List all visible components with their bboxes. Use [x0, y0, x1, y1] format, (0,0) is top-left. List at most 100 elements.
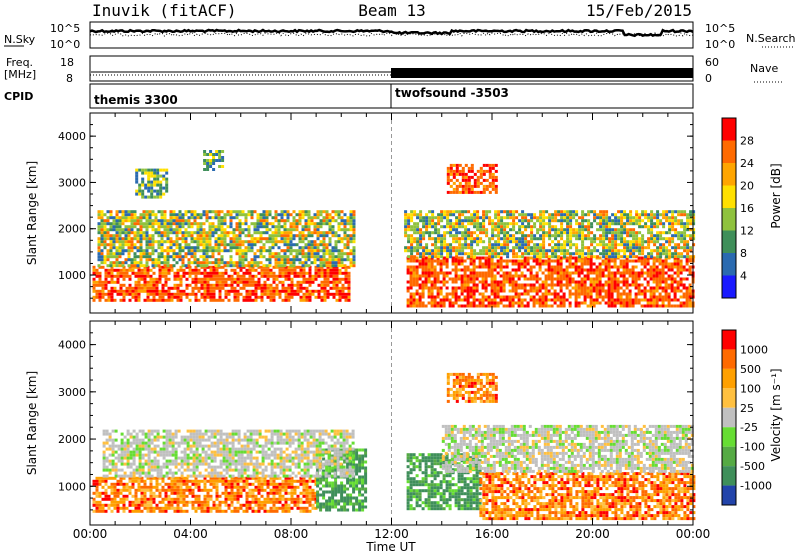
- echo-cell: [164, 298, 168, 302]
- echo-cell: [529, 283, 533, 287]
- echo-cell: [179, 268, 183, 272]
- echo-cell: [110, 286, 114, 290]
- echo-cell: [418, 262, 422, 266]
- echo-cell: [322, 252, 326, 256]
- echo-cell: [605, 231, 609, 235]
- echo-cell: [116, 509, 120, 513]
- echo-cell: [347, 295, 351, 299]
- echo-cell: [665, 252, 669, 256]
- echo-cell: [124, 237, 128, 241]
- echo-cell: [544, 280, 548, 284]
- echo-cell: [155, 503, 159, 507]
- echo-cell: [490, 268, 494, 272]
- echo-cell: [412, 298, 416, 302]
- echo-cell: [649, 286, 653, 290]
- echo-cell: [230, 283, 234, 287]
- echo-cell: [208, 228, 212, 232]
- echo-cell: [259, 213, 263, 217]
- echo-cell: [106, 216, 110, 220]
- echo-cell: [485, 163, 489, 167]
- echo-cell: [655, 295, 659, 299]
- echo-cell: [147, 195, 151, 199]
- echo-cell: [556, 304, 560, 308]
- echo-cell: [352, 234, 356, 238]
- echo-cell: [478, 298, 482, 302]
- echo-cell: [334, 246, 338, 250]
- echo-cell: [352, 249, 356, 253]
- echo-cell: [190, 213, 194, 217]
- echo-cell: [494, 190, 498, 194]
- echo-cell: [202, 210, 206, 214]
- echo-cell: [535, 274, 539, 278]
- echo-cell: [430, 262, 434, 266]
- echo-cell: [271, 255, 275, 259]
- echo-cell: [190, 225, 194, 229]
- echo-cell: [569, 231, 573, 235]
- echo-cell: [466, 304, 470, 308]
- echo-cell: [598, 289, 602, 293]
- echo-cell: [620, 210, 624, 214]
- echo-cell: [163, 264, 167, 268]
- echo-cell: [299, 286, 303, 290]
- echo-cell: [205, 213, 209, 217]
- echo-cell: [347, 271, 351, 275]
- echo-cell: [554, 216, 558, 220]
- echo-cell: [607, 274, 611, 278]
- echo-cell: [548, 219, 552, 223]
- echo-cell: [215, 286, 219, 290]
- echo-cell: [170, 482, 174, 486]
- echo-cell: [328, 240, 332, 244]
- echo-cell: [658, 268, 662, 272]
- echo-cell: [500, 252, 504, 256]
- echo-cell: [95, 479, 99, 483]
- echo-cell: [649, 268, 653, 272]
- echo-cell: [619, 304, 623, 308]
- echo-cell: [485, 210, 489, 214]
- echo-cell: [110, 274, 114, 278]
- echo-cell: [260, 289, 264, 293]
- echo-cell: [290, 292, 294, 296]
- echo-cell: [242, 274, 246, 278]
- echo-cell: [95, 280, 99, 284]
- echo-cell: [147, 183, 151, 187]
- echo-cell: [679, 283, 683, 287]
- echo-cell: [506, 234, 510, 238]
- echo-cell: [143, 497, 147, 501]
- echo-cell: [127, 228, 131, 232]
- echo-cell: [341, 271, 345, 275]
- echo-cell: [146, 289, 150, 293]
- echo-cell: [652, 295, 656, 299]
- echo-cell: [262, 213, 266, 217]
- echo-cell: [175, 231, 179, 235]
- echo-cell: [491, 225, 495, 229]
- echo-cell: [280, 216, 284, 220]
- echo-cell: [313, 228, 317, 232]
- echo-cell: [599, 243, 603, 247]
- echo-cell: [283, 231, 287, 235]
- echo-cell: [151, 228, 155, 232]
- echo-cell: [215, 277, 219, 281]
- echo-cell: [136, 246, 140, 250]
- echo-cell: [581, 231, 585, 235]
- echo-cell: [166, 228, 170, 232]
- echo-cell: [319, 249, 323, 253]
- echo-cell: [634, 295, 638, 299]
- echo-cell: [109, 237, 113, 241]
- echo-cell: [650, 237, 654, 241]
- echo-cell: [586, 277, 590, 281]
- echo-cell: [203, 295, 207, 299]
- echo-cell: [599, 213, 603, 217]
- echo-cell: [563, 213, 567, 217]
- echo-cell: [95, 509, 99, 513]
- echo-cell: [193, 240, 197, 244]
- echo-cell: [560, 228, 564, 232]
- echo-cell: [325, 213, 329, 217]
- echo-cell: [155, 292, 159, 296]
- echo-cell: [334, 243, 338, 247]
- echo-cell: [415, 292, 419, 296]
- echo-cell: [130, 249, 134, 253]
- echo-cell: [116, 479, 120, 483]
- echo-cell: [131, 271, 135, 275]
- echo-cell: [643, 292, 647, 296]
- echo-cell: [143, 482, 147, 486]
